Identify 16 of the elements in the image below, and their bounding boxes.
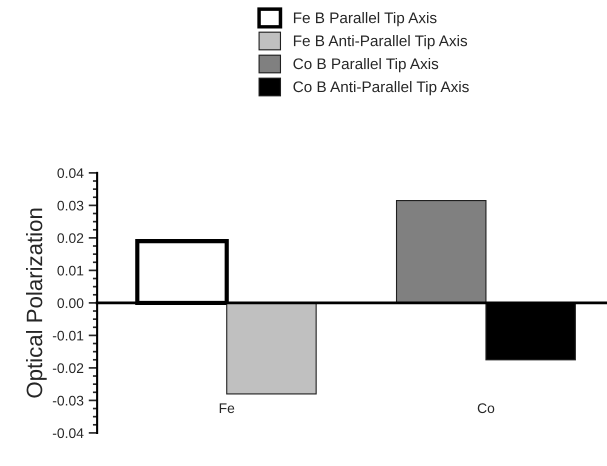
legend-label: Fe B Anti-Parallel Tip Axis [294, 34, 468, 50]
y-tick-label: 0.01 [57, 266, 84, 276]
legend-label: Fe B Parallel Tip Axis [294, 12, 436, 26]
y-tick-label: -0.02 [52, 363, 84, 374]
y-tick-label: -0.01 [52, 330, 84, 341]
x-tick-label: Co [478, 403, 494, 414]
y-tick-label: -0.04 [52, 428, 84, 438]
y-tick-label: 0.02 [57, 233, 84, 244]
y-tick-label: 0.04 [57, 168, 84, 178]
y-axis-title: Optical Polarization [26, 208, 47, 398]
legend-label: Co B Parallel Tip Axis [293, 58, 438, 72]
y-tick-label: 0.00 [57, 298, 84, 308]
y-tick-label: -0.03 [52, 396, 84, 406]
x-tick-label: Fe [220, 403, 234, 414]
y-tick-label: 0.03 [57, 200, 84, 211]
legend-label: Co B Anti-Parallel Tip Axis [293, 80, 469, 96]
